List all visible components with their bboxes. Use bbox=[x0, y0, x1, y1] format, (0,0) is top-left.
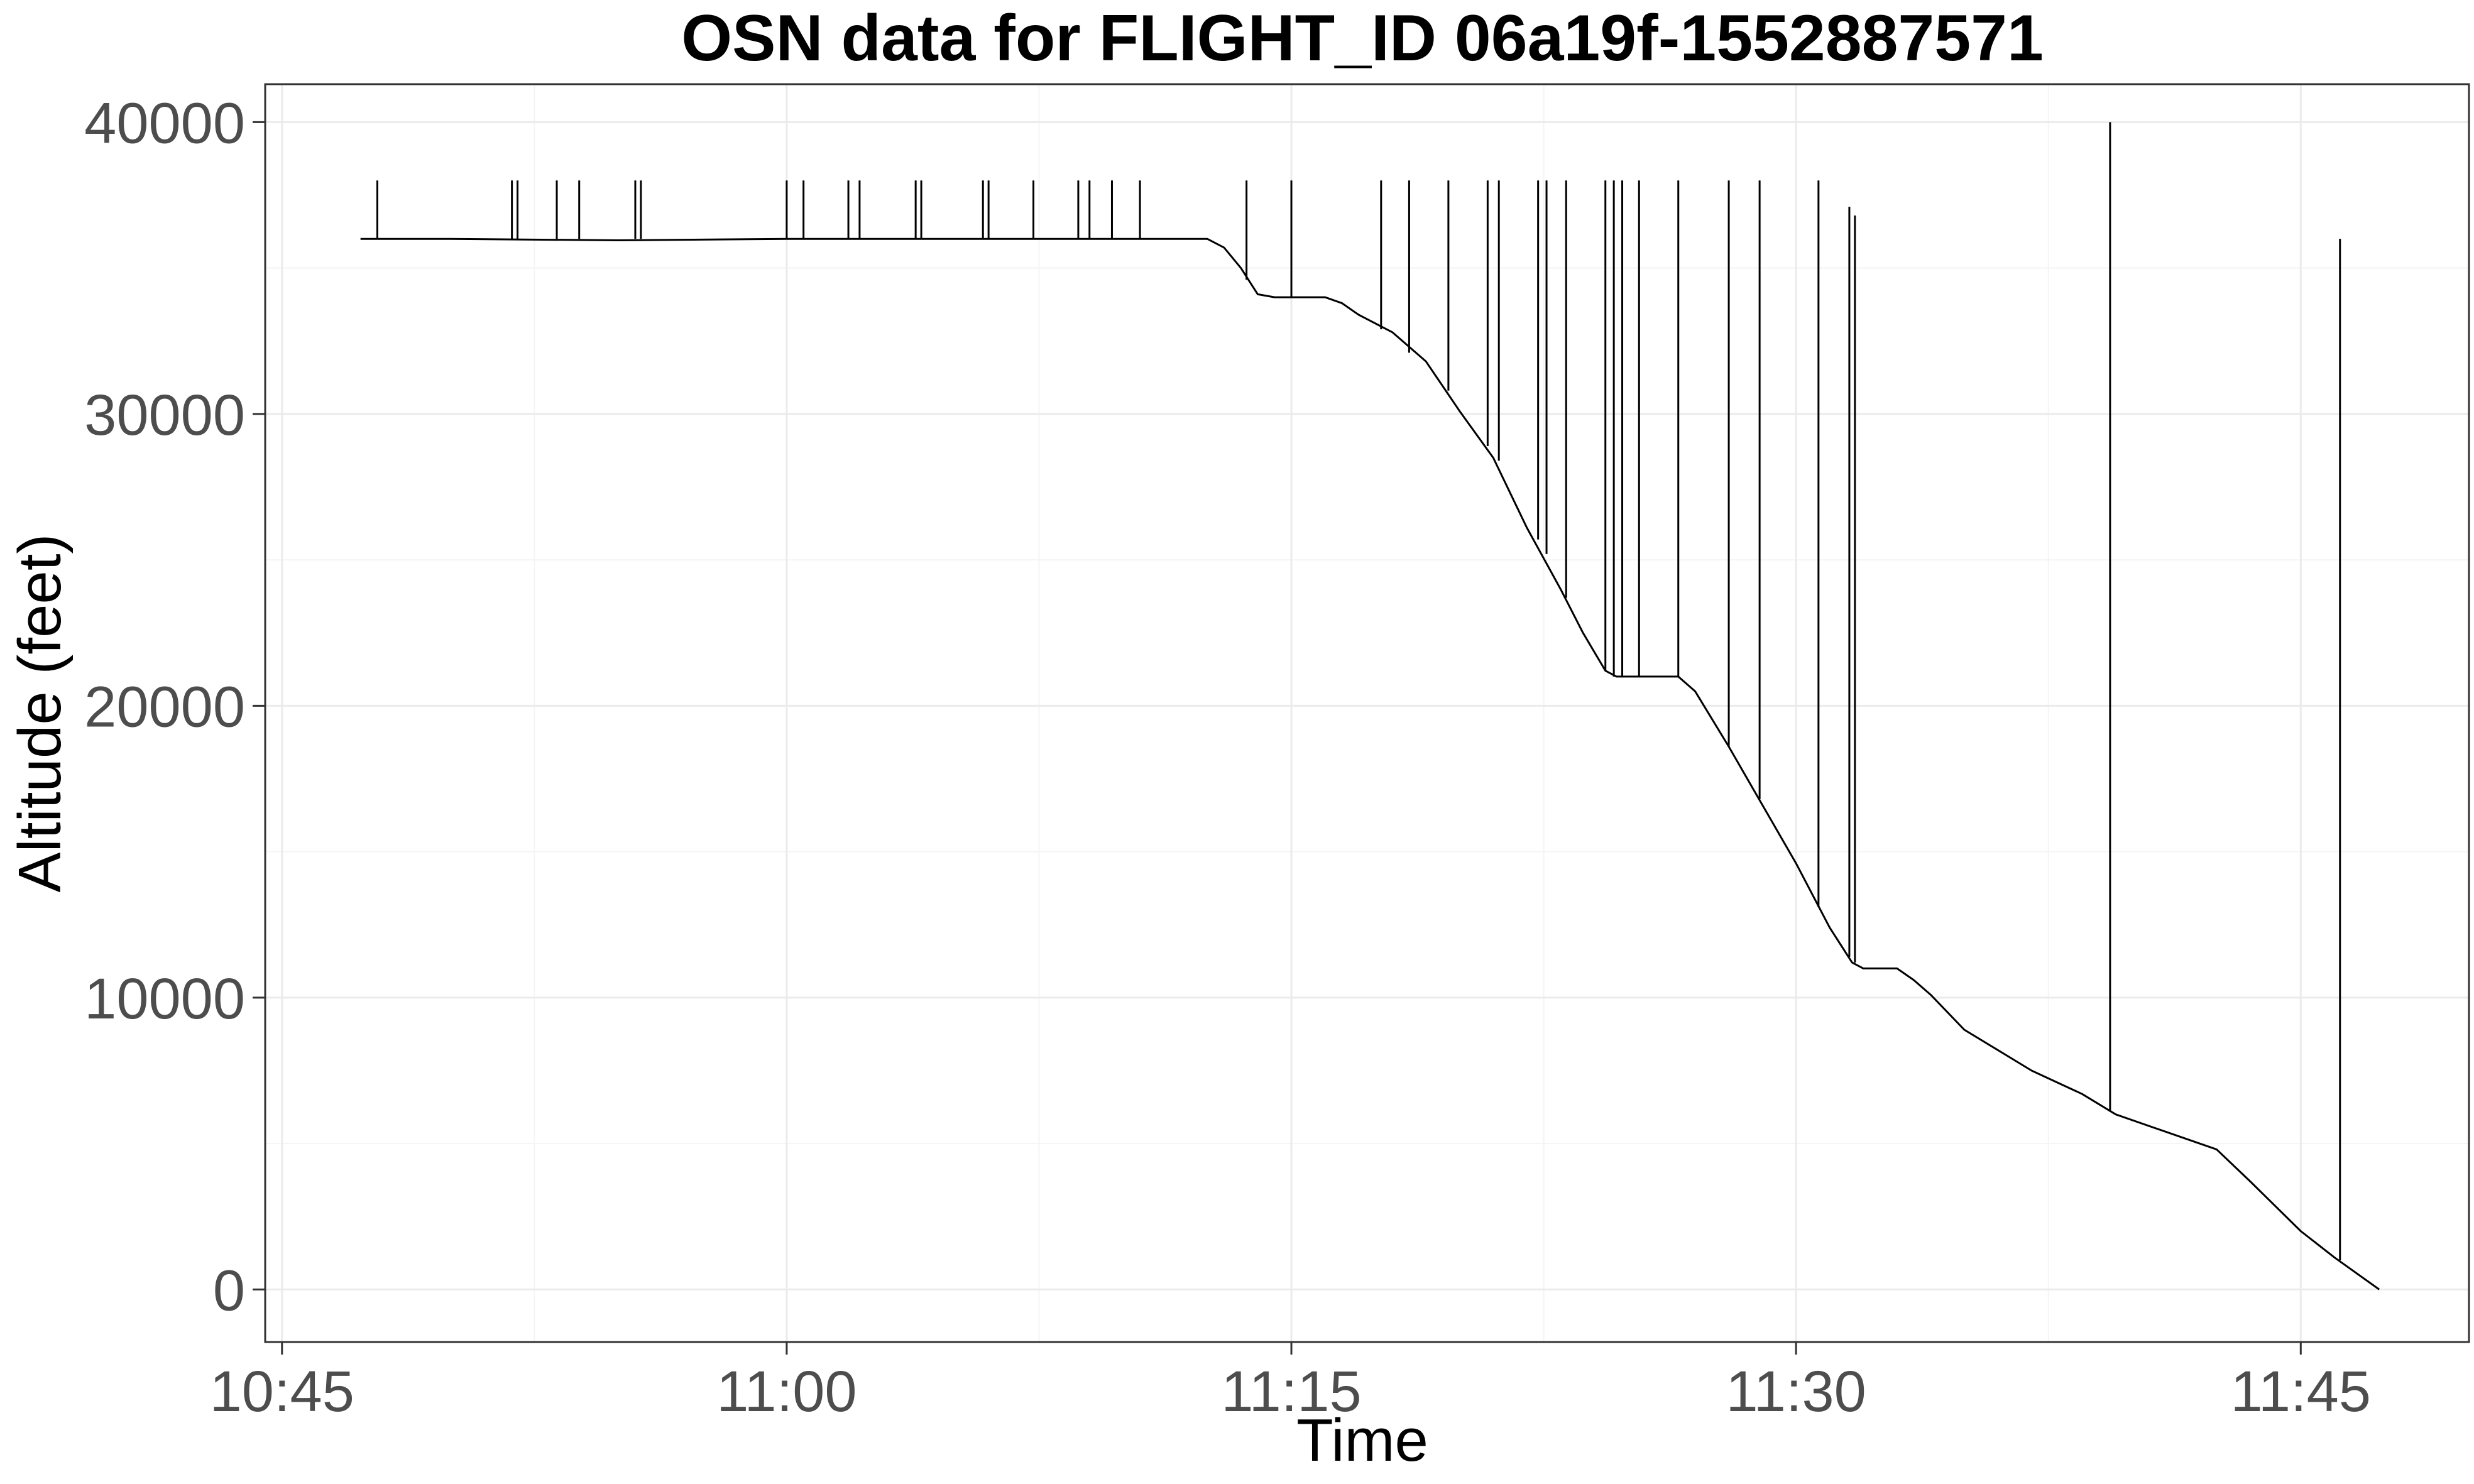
y-axis-label: Altitude (feet) bbox=[6, 534, 74, 893]
y-tick-label: 10000 bbox=[84, 967, 245, 1031]
chart-title: OSN data for FLIGHT_ID 06a19f-1552887571 bbox=[681, 2, 2044, 75]
altitude-series-line bbox=[360, 237, 2380, 1290]
plot-area bbox=[360, 122, 2380, 1290]
x-tick-label: 11:45 bbox=[2231, 1360, 2371, 1424]
x-axis-label: Time bbox=[1296, 1407, 1428, 1474]
x-tick-label: 11:30 bbox=[1726, 1360, 1866, 1424]
x-tick-label: 11:00 bbox=[716, 1360, 857, 1424]
y-tick-label: 30000 bbox=[84, 383, 245, 447]
panel-border bbox=[264, 83, 2470, 1343]
axis-ticks: 10:45 11:00 11:15 11:30 11:45 0 10000 20000 3000… bbox=[84, 91, 2371, 1424]
y-tick-label: 20000 bbox=[84, 675, 245, 739]
y-tick-label: 40000 bbox=[84, 91, 245, 155]
x-tick-label: 10:45 bbox=[210, 1360, 354, 1424]
y-tick-label: 0 bbox=[213, 1258, 245, 1323]
x-tick-label: 11:15 bbox=[1221, 1360, 1361, 1424]
grid-lines bbox=[265, 84, 2469, 1342]
